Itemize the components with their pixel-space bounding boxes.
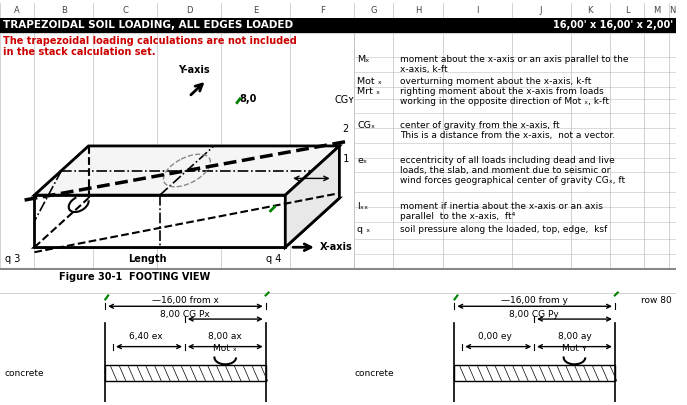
- Text: Length: Length: [128, 254, 167, 264]
- Polygon shape: [285, 146, 339, 247]
- Text: Mₓ: Mₓ: [254, 230, 267, 239]
- Text: wind forces geographical center of gravity CGₓ, ft: wind forces geographical center of gravi…: [401, 176, 625, 185]
- Text: q 3: q 3: [5, 254, 21, 264]
- Text: in the stack calculation set.: in the stack calculation set.: [3, 47, 155, 58]
- Text: X-axis: X-axis: [319, 242, 352, 252]
- Text: parallel  to the x-axis,  ft⁴: parallel to the x-axis, ft⁴: [401, 212, 516, 221]
- Text: q 4: q 4: [266, 254, 281, 264]
- Text: 8,00 ay: 8,00 ay: [558, 332, 592, 341]
- Text: q ₓ: q ₓ: [357, 225, 370, 234]
- Text: N: N: [669, 6, 675, 15]
- Text: 8,00 CG Py: 8,00 CG Py: [509, 310, 559, 319]
- Text: Mot ₓ: Mot ₓ: [357, 77, 382, 85]
- Text: righting moment about the x-axis from loads: righting moment about the x-axis from lo…: [401, 87, 604, 96]
- Text: M: M: [653, 6, 660, 15]
- Text: Mot ₓ: Mot ₓ: [214, 343, 237, 352]
- Text: 0,00 ey: 0,00 ey: [478, 332, 512, 341]
- Text: moment if inertia about the x-axis or an axis: moment if inertia about the x-axis or an…: [401, 202, 603, 211]
- Text: TRAPEZOIDAL SOIL LOADING, ALL EDGES LOADED: TRAPEZOIDAL SOIL LOADING, ALL EDGES LOAD…: [3, 20, 293, 30]
- Text: 8,0: 8,0: [239, 94, 256, 104]
- Text: F: F: [319, 6, 324, 15]
- Text: 2: 2: [342, 124, 348, 134]
- Text: —16,00 from y: —16,00 from y: [501, 296, 567, 305]
- Text: 6,40 ex: 6,40 ex: [128, 332, 162, 341]
- Text: H: H: [415, 6, 421, 15]
- Text: E: E: [253, 6, 258, 15]
- Text: K: K: [587, 6, 593, 15]
- Text: concrete: concrete: [354, 369, 394, 378]
- Text: 8,0 CGₓ: 8,0 CGₓ: [273, 203, 311, 213]
- Text: B: B: [61, 6, 67, 15]
- Text: eccentricity of all loads including dead and live: eccentricity of all loads including dead…: [401, 156, 615, 165]
- Text: working in the opposite direction of Mot ₓ, k-ft: working in the opposite direction of Mot…: [401, 97, 609, 106]
- Bar: [455, 365, 615, 381]
- Text: CGₓ: CGₓ: [357, 121, 375, 130]
- Text: soil pressure along the loaded, top, edge,  ksf: soil pressure along the loaded, top, edg…: [401, 225, 607, 234]
- Text: Mrt ₓ: Mrt ₓ: [357, 87, 380, 96]
- Bar: [0, 18, 676, 33]
- Text: J: J: [540, 6, 542, 15]
- Text: Y-axis: Y-axis: [178, 65, 210, 75]
- Text: q 2: q 2: [103, 154, 119, 164]
- Text: This is a distance from the x-axis,  not a vector.: This is a distance from the x-axis, not …: [401, 131, 616, 140]
- Text: row 80: row 80: [641, 296, 672, 305]
- Text: Mʏ: Mʏ: [61, 195, 76, 205]
- Text: The trapezoidal loading calculations are not included: The trapezoidal loading calculations are…: [3, 36, 297, 46]
- Text: q 1: q 1: [335, 154, 350, 164]
- Text: D: D: [186, 6, 192, 15]
- Polygon shape: [34, 198, 339, 247]
- Text: Mot ʏ: Mot ʏ: [562, 343, 587, 352]
- Text: center of gravity from the x-axis, ft: center of gravity from the x-axis, ft: [401, 121, 560, 130]
- Text: 16,00' x 16,00' x 2,00': 16,00' x 16,00' x 2,00': [553, 20, 673, 30]
- Text: Figure 30-1  FOOTING VIEW: Figure 30-1 FOOTING VIEW: [59, 272, 210, 282]
- Text: overturning moment about the x-axis, k-ft: overturning moment about the x-axis, k-f…: [401, 77, 592, 85]
- Text: 8,00 ax: 8,00 ax: [208, 332, 242, 341]
- Bar: [105, 365, 266, 381]
- Polygon shape: [34, 146, 339, 195]
- Text: x-axis, k-ft: x-axis, k-ft: [401, 65, 448, 74]
- Text: 8,00 CG Px: 8,00 CG Px: [160, 310, 210, 319]
- Text: L: L: [624, 6, 629, 15]
- Text: C: C: [122, 6, 128, 15]
- Text: —16,00 from x: —16,00 from x: [152, 296, 218, 305]
- Text: Iₓₓ: Iₓₓ: [357, 202, 368, 211]
- Text: G: G: [370, 6, 377, 15]
- Text: Mₓ: Mₓ: [357, 55, 370, 64]
- Polygon shape: [34, 195, 285, 247]
- Text: loads, the slab, and moment due to seismic or: loads, the slab, and moment due to seism…: [401, 166, 611, 175]
- Text: I: I: [476, 6, 478, 15]
- Text: CGʏ: CGʏ: [335, 95, 354, 105]
- Text: concrete: concrete: [5, 369, 45, 378]
- Text: A: A: [14, 6, 20, 15]
- Text: eₓ: eₓ: [357, 156, 368, 165]
- Text: Width: Width: [293, 164, 326, 175]
- Text: moment about the x-axis or an axis parallel to the: moment about the x-axis or an axis paral…: [401, 55, 629, 64]
